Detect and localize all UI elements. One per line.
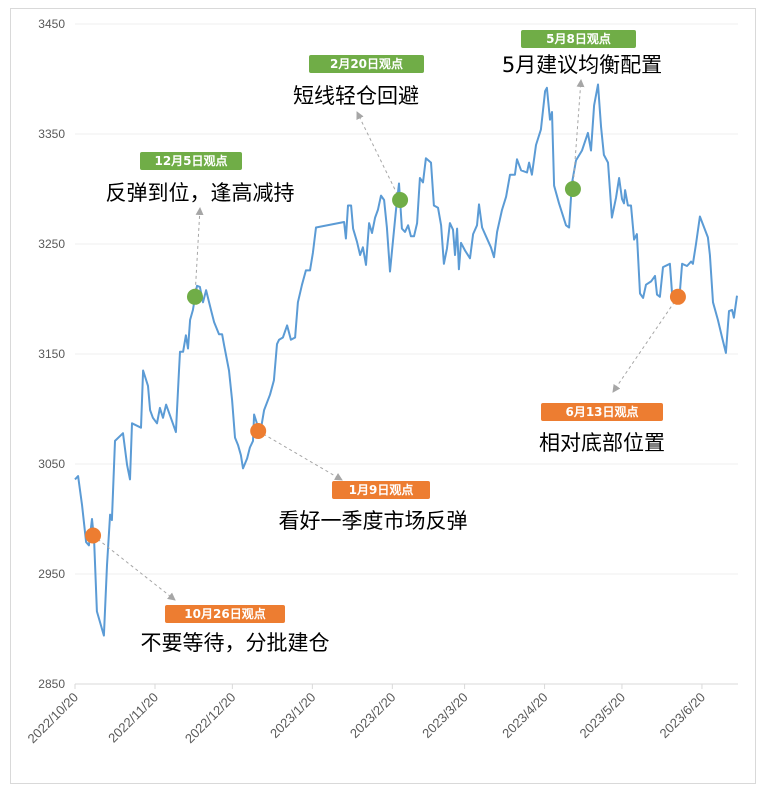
x-tick-label: 2022/12/20 <box>182 690 239 747</box>
annotation-text-0613: 相对底部位置 <box>539 431 665 455</box>
annotation-marker <box>669 288 686 305</box>
annotation-text-0220: 短线轻仓回避 <box>293 84 419 108</box>
chart-frame <box>10 8 756 784</box>
annotation-tag-0109: 1月9日观点 <box>332 481 430 499</box>
annotation-tag-0220: 2月20日观点 <box>309 55 424 73</box>
annotation-marker <box>85 527 102 544</box>
x-tick-label: 2023/6/20 <box>657 690 709 742</box>
x-tick-label: 2023/1/20 <box>267 690 319 742</box>
annotation-arrow <box>572 79 585 190</box>
annotation-arrow <box>257 430 343 481</box>
annotation-tag-0613: 6月13日观点 <box>541 403 663 421</box>
series-line <box>74 83 738 637</box>
annotation-marker <box>564 181 581 197</box>
annotation-marker <box>250 423 267 439</box>
x-tick-label: 2023/5/20 <box>577 690 629 742</box>
x-tick-label: 2023/3/20 <box>419 690 471 742</box>
x-tick-label: 2022/11/20 <box>105 690 161 746</box>
annotation-marker <box>392 192 409 208</box>
y-tick-label: 2850 <box>38 677 65 691</box>
annotation-arrow <box>356 111 401 201</box>
annotation-arrow <box>92 535 176 601</box>
annotation-arrow <box>194 207 204 297</box>
annotation-text-0109: 看好一季度市场反弹 <box>278 509 468 533</box>
y-tick-label: 3050 <box>38 457 65 471</box>
annotation-text-1026: 不要等待，分批建仓 <box>140 631 330 655</box>
annotation-text-0508: 5月建议均衡配置 <box>501 53 663 77</box>
y-tick-label: 2950 <box>38 567 65 581</box>
x-tick-label: 2023/2/20 <box>347 690 399 742</box>
annotation-marker <box>186 288 203 305</box>
annotation-tag-1205: 12月5日观点 <box>140 152 242 170</box>
y-tick-label: 3150 <box>38 347 65 361</box>
annotation-tag-1026: 10月26日观点 <box>165 605 285 623</box>
annotation-text-1205: 反弹到位，逢高减持 <box>105 181 295 205</box>
y-tick-label: 3450 <box>38 17 65 31</box>
y-tick-label: 3250 <box>38 237 65 251</box>
y-tick-label: 3350 <box>38 127 65 141</box>
annotation-arrow <box>612 296 679 393</box>
x-tick-label: 2023/4/20 <box>499 690 551 742</box>
annotation-tag-0508: 5月8日观点 <box>521 30 636 48</box>
x-tick-label: 2022/10/20 <box>24 690 81 747</box>
